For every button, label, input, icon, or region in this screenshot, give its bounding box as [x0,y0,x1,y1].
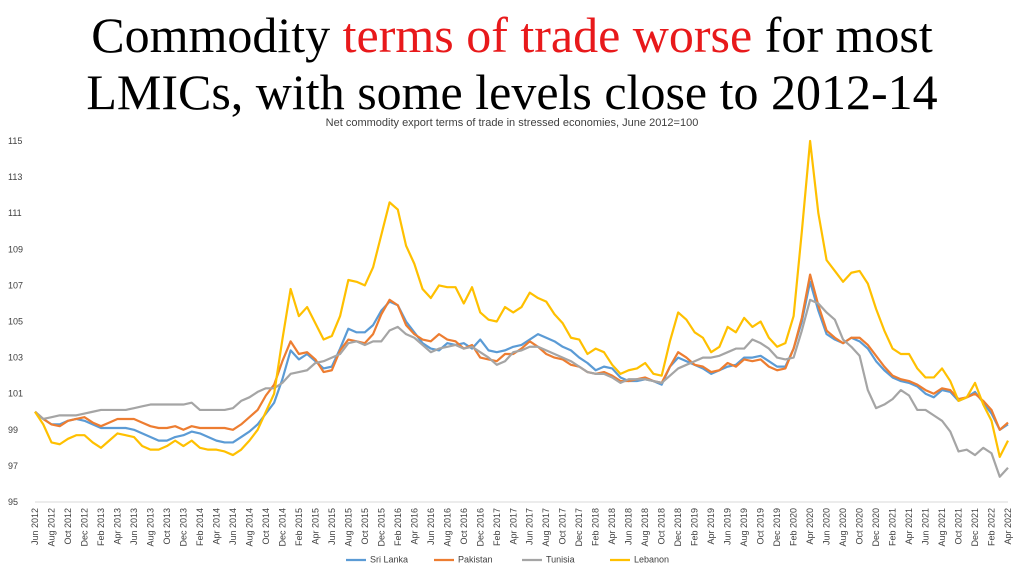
legend-label: Pakistan [458,554,493,564]
series-line [34,298,1009,478]
x-tick-label: Dec 2017 [574,508,584,547]
x-tick-label: Aug 2018 [640,508,650,547]
x-tick-label: Jun 2016 [426,508,436,545]
series-line [34,139,1009,458]
x-tick-label: Jun 2018 [624,508,634,545]
x-tick-label: Oct 2015 [360,508,370,545]
y-tick-label: 99 [8,425,18,435]
x-tick-label: Feb 2018 [591,508,601,546]
x-tick-label: Feb 2017 [492,508,502,546]
series-line [34,273,1009,431]
y-tick-label: 115 [8,136,22,146]
x-tick-label: Apr 2021 [904,508,914,545]
x-tick-label: Aug 2013 [145,508,155,547]
x-tick-label: Oct 2019 [756,508,766,545]
x-tick-label: Dec 2019 [772,508,782,547]
x-tick-label: Feb 2019 [690,508,700,546]
chart-title: LMICs, with some levels close to 2012-14 [86,64,937,120]
x-tick-label: Feb 2021 [888,508,898,546]
x-tick-label: Dec 2012 [79,508,89,547]
x-tick-label: Apr 2020 [805,508,815,545]
x-tick-label: Oct 2018 [657,508,667,545]
y-tick-label: 105 [8,317,23,327]
x-tick-label: Apr 2017 [508,508,518,545]
x-tick-label: Aug 2017 [541,508,551,547]
x-tick-label: Oct 2017 [558,508,568,545]
x-tick-label: Apr 2019 [706,508,716,545]
x-tick-label: Aug 2021 [937,508,947,547]
x-tick-label: Feb 2020 [789,508,799,546]
x-tick-label: Dec 2020 [871,508,881,547]
x-tick-label: Dec 2014 [277,508,287,547]
x-tick-label: Oct 2012 [63,508,73,545]
x-tick-label: Aug 2012 [46,508,56,547]
chart-subtitle: Net commodity export terms of trade in s… [326,117,699,129]
x-tick-label: Aug 2019 [739,508,749,547]
y-tick-label: 109 [8,244,23,254]
y-tick-label: 111 [8,208,22,218]
x-tick-label: Apr 2022 [1003,508,1013,545]
x-tick-label: Jun 2021 [921,508,931,545]
legend-label: Tunisia [546,554,575,564]
x-tick-label: Feb 2016 [393,508,403,546]
x-tick-label: Jun 2019 [723,508,733,545]
x-tick-label: Aug 2020 [838,508,848,547]
y-tick-label: 97 [8,461,18,471]
legend-label: Sri Lanka [370,554,408,564]
x-tick-label: Oct 2021 [954,508,964,545]
chart-title: Commodity terms of trade worse for most [91,7,933,63]
x-tick-label: Jun 2012 [30,508,40,545]
x-tick-label: Dec 2015 [376,508,386,547]
x-tick-label: Jun 2015 [327,508,337,545]
legend-label: Lebanon [634,554,669,564]
x-tick-label: Feb 2022 [987,508,997,546]
x-tick-label: Apr 2016 [409,508,419,545]
x-tick-label: Apr 2018 [607,508,617,545]
x-tick-label: Oct 2013 [162,508,172,545]
x-tick-label: Jun 2017 [525,508,535,545]
x-tick-label: Apr 2014 [211,508,221,545]
x-tick-label: Apr 2015 [310,508,320,545]
x-tick-label: Jun 2013 [129,508,139,545]
title-part: for most [752,7,933,63]
x-tick-label: Oct 2016 [459,508,469,545]
y-tick-label: 107 [8,280,23,290]
x-tick-label: Dec 2018 [673,508,683,547]
y-tick-label: 101 [8,389,23,399]
x-tick-label: Feb 2014 [195,508,205,546]
x-tick-label: Oct 2014 [261,508,271,545]
x-tick-label: Aug 2015 [343,508,353,547]
title-part: Commodity [91,7,342,63]
x-tick-label: Feb 2015 [294,508,304,546]
title-part: LMICs, with some levels close to 2012-14 [86,64,937,120]
x-tick-label: Aug 2014 [244,508,254,547]
x-tick-label: Dec 2021 [970,508,980,547]
x-tick-label: Apr 2013 [112,508,122,545]
x-tick-label: Dec 2013 [178,508,188,547]
title-part: terms of trade worse [343,7,753,63]
x-tick-label: Jun 2020 [822,508,832,545]
y-tick-label: 95 [8,497,18,507]
x-tick-label: Jun 2014 [228,508,238,545]
x-tick-label: Feb 2013 [96,508,106,546]
y-tick-label: 113 [8,172,22,182]
x-tick-label: Oct 2020 [855,508,865,545]
y-tick-label: 103 [8,353,23,363]
x-tick-label: Dec 2016 [475,508,485,547]
x-tick-label: Aug 2016 [442,508,452,547]
